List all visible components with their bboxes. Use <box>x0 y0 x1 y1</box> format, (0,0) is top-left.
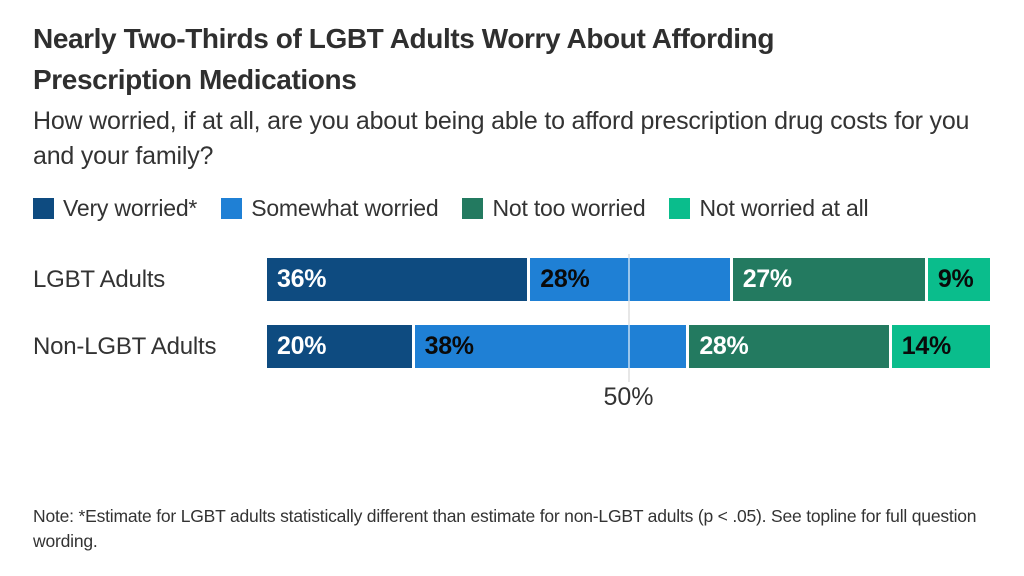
bar-row-non-lgbt-adults: Non-LGBT Adults 20% 38% 28% 14% <box>33 325 990 368</box>
bar-segment-not-too-worried: 27% <box>729 258 925 301</box>
chart-title: Nearly Two-Thirds of LGBT Adults Worry A… <box>33 23 775 96</box>
bar-value-label: 28% <box>699 332 749 360</box>
stacked-bar-chart: 50% LGBT Adults 36% 28% 27% 9% Non-LGBT Adult… <box>33 254 990 417</box>
gridline-overlay <box>627 258 630 301</box>
bar-segment-somewhat-worried: 38% <box>411 325 687 368</box>
bar-value-label: 14% <box>901 332 951 360</box>
bar-value-label: 36% <box>277 265 327 293</box>
legend-label: Somewhat worried <box>251 195 439 221</box>
legend-swatch-icon <box>462 198 484 219</box>
gridline-overlay <box>627 325 630 368</box>
gridline-50 <box>627 254 630 382</box>
bar-segment-not-worried-at-all: 14% <box>888 325 990 368</box>
bar-segment-not-worried-at-all: 9% <box>924 258 990 301</box>
bar-segment-very-worried: 36% <box>267 258 528 301</box>
bar-row-lgbt-adults: LGBT Adults 36% 28% 27% 9% <box>33 258 990 301</box>
legend-swatch-icon <box>669 198 691 219</box>
legend-swatch-icon <box>33 198 54 219</box>
footnote: Note: *Estimate for LGBT adults statisti… <box>33 506 977 552</box>
category-label: Non-LGBT Adults <box>33 332 217 360</box>
bar-value-label: 9% <box>937 265 974 293</box>
bar-value-label: 38% <box>424 332 474 360</box>
bar-segment-not-too-worried: 28% <box>686 325 889 368</box>
stacked-bar: 36% 28% 27% 9% <box>267 258 990 301</box>
legend-label: Not worried at all <box>699 195 869 221</box>
bar-value-label: 28% <box>540 265 590 293</box>
legend-item-very-worried: Very worried* <box>33 195 197 222</box>
axis-tick-label-50: 50% <box>603 383 654 411</box>
legend-label: Not too worried <box>492 195 646 221</box>
bar-value-label: 20% <box>277 332 327 360</box>
bar-value-label: 27% <box>742 265 792 293</box>
legend-item-somewhat-worried: Somewhat worried <box>221 195 439 222</box>
stacked-bar: 20% 38% 28% 14% <box>267 325 990 368</box>
legend-item-not-too-worried: Not too worried <box>462 195 646 222</box>
legend: Very worried* Somewhat worried Not too wor… <box>33 195 869 222</box>
legend-label: Very worried* <box>63 195 198 221</box>
chart-subtitle: How worried, if at all, are you about be… <box>33 107 970 170</box>
category-label: LGBT Adults <box>33 265 166 293</box>
legend-swatch-icon <box>221 198 243 219</box>
bar-segment-very-worried: 20% <box>267 325 412 368</box>
legend-item-not-worried-at-all: Not worried at all <box>669 195 869 222</box>
